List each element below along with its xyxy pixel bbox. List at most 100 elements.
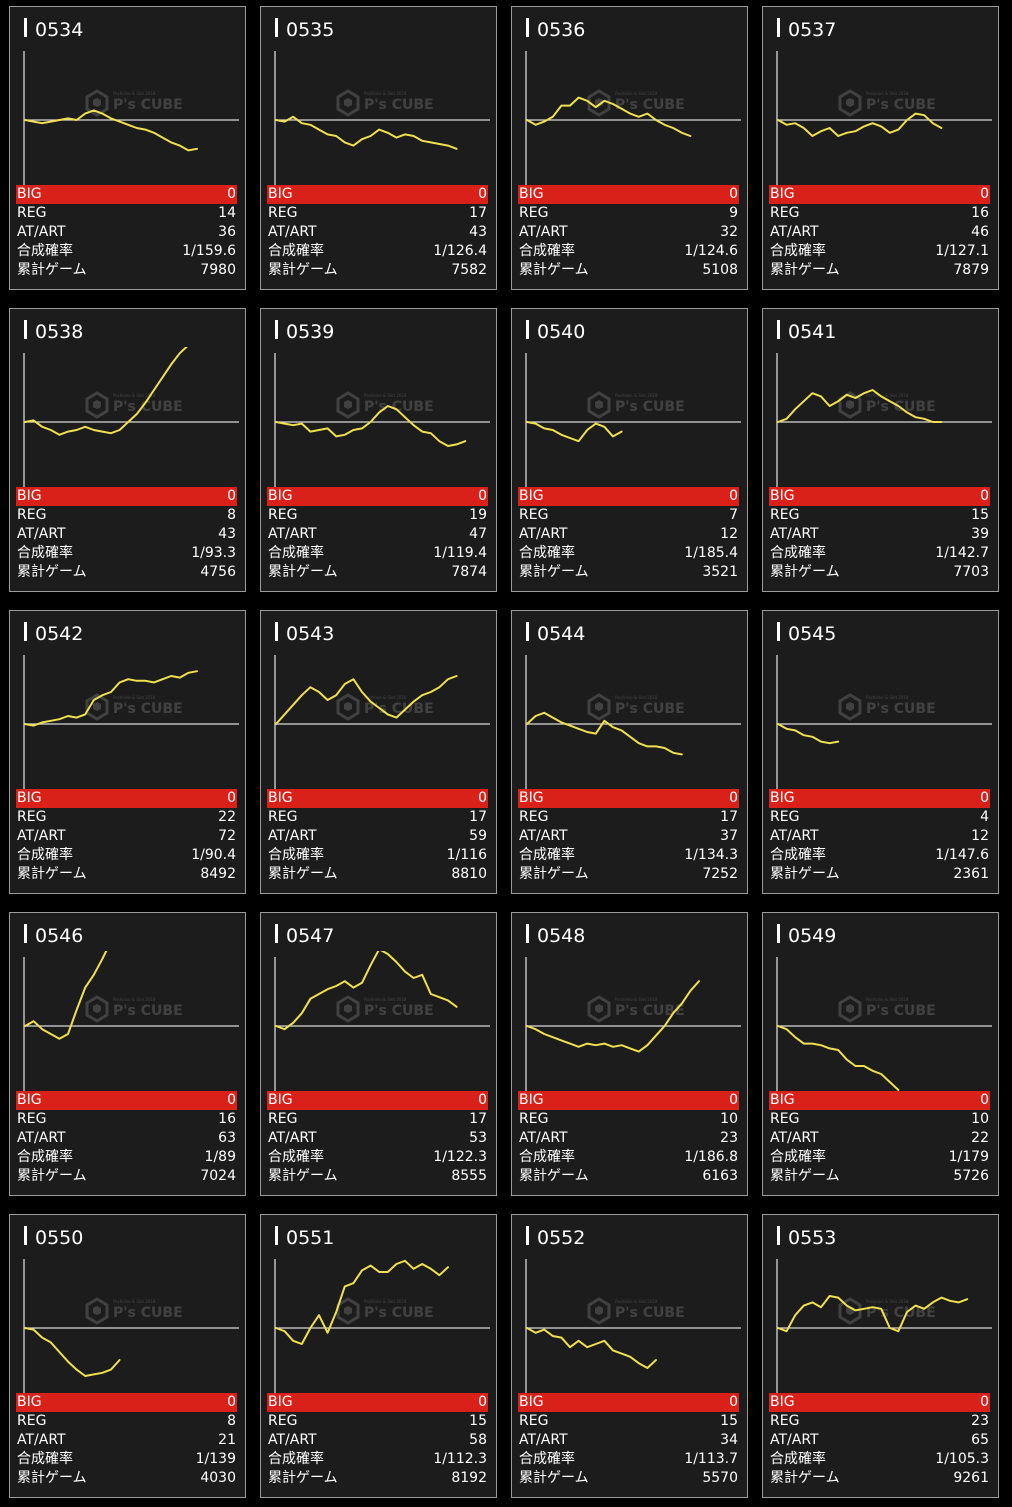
stat-label-reg: REG (770, 809, 800, 825)
cube-logo-watermark: P's CUBE Pachinko & Slot 2018 (838, 1297, 936, 1325)
watermark-brand: P's CUBE (615, 399, 685, 415)
stat-row-reg: REG 15 (267, 1412, 488, 1431)
stat-row-games: 累計ゲーム 8492 (16, 865, 237, 884)
stat-value-prob: 1/134.3 (684, 847, 738, 863)
stat-label-at: AT/ART (17, 1130, 66, 1146)
stat-value-at: 43 (469, 224, 487, 240)
stat-row-at: AT/ART 46 (769, 223, 990, 242)
machine-card-0537[interactable]: 0537 P's CUBE Pachinko & Slot 2018 BIG 0 … (762, 6, 999, 290)
cube-logo-watermark: P's CUBE Pachinko & Slot 2018 (838, 995, 936, 1023)
machine-number: 0550 (35, 1227, 84, 1249)
watermark-brand: P's CUBE (615, 1003, 685, 1019)
stat-value-games: 8555 (451, 1168, 487, 1184)
machine-card-0534[interactable]: 0534 P's CUBE Pachinko & Slot 2018 BIG 0 … (9, 6, 246, 290)
stat-label-reg: REG (770, 205, 800, 221)
watermark-brand: P's CUBE (866, 97, 936, 113)
machine-card-0544[interactable]: 0544 P's CUBE Pachinko & Slot 2018 BIG 0 … (511, 610, 748, 894)
machine-number: 0553 (788, 1227, 837, 1249)
stat-label-big: BIG (268, 790, 293, 806)
stat-value-at: 32 (720, 224, 738, 240)
machine-card-0539[interactable]: 0539 P's CUBE Pachinko & Slot 2018 BIG 0 … (260, 308, 497, 592)
machine-number: 0543 (286, 623, 335, 645)
stat-row-prob: 合成確率 1/124.6 (518, 242, 739, 261)
stat-row-prob: 合成確率 1/105.3 (769, 1450, 990, 1469)
title-accent-bar (526, 1226, 529, 1245)
title-accent-bar (24, 622, 27, 641)
cube-logo-watermark: P's CUBE Pachinko & Slot 2018 (838, 89, 936, 117)
trend-line (24, 951, 108, 1040)
stat-label-big: BIG (770, 186, 795, 202)
watermark-brand: P's CUBE (866, 1305, 936, 1321)
title-accent-bar (777, 622, 780, 641)
stat-value-big: 0 (729, 1394, 738, 1410)
machine-card-0543[interactable]: 0543 P's CUBE Pachinko & Slot 2018 BIG 0 … (260, 610, 497, 894)
title-accent-bar (24, 18, 27, 37)
machine-card-0541[interactable]: 0541 P's CUBE Pachinko & Slot 2018 BIG 0 … (762, 308, 999, 592)
stat-value-at: 63 (218, 1130, 236, 1146)
stat-row-at: AT/ART 53 (267, 1129, 488, 1148)
trend-graph: P's CUBE Pachinko & Slot 2018 (23, 347, 239, 487)
stat-label-at: AT/ART (268, 828, 317, 844)
machine-card-0536[interactable]: 0536 P's CUBE Pachinko & Slot 2018 BIG 0 … (511, 6, 748, 290)
stat-label-at: AT/ART (770, 828, 819, 844)
stat-row-reg: REG 8 (16, 1412, 237, 1431)
stat-row-big: BIG 0 (518, 1091, 739, 1110)
stat-value-reg: 14 (218, 205, 236, 221)
stat-label-at: AT/ART (268, 526, 317, 542)
machine-card-0545[interactable]: 0545 P's CUBE Pachinko & Slot 2018 BIG 0 … (762, 610, 999, 894)
stat-value-reg: 17 (720, 809, 738, 825)
card-header: 0547 (261, 913, 496, 953)
machine-card-0538[interactable]: 0538 P's CUBE Pachinko & Slot 2018 BIG 0 … (9, 308, 246, 592)
machine-card-0549[interactable]: 0549 P's CUBE Pachinko & Slot 2018 BIG 0 … (762, 912, 999, 1196)
trend-line (777, 112, 943, 137)
machine-card-0552[interactable]: 0552 P's CUBE Pachinko & Slot 2018 BIG 0 … (511, 1214, 748, 1498)
stat-label-prob: 合成確率 (268, 545, 324, 561)
stat-row-big: BIG 0 (16, 1091, 237, 1110)
stat-row-games: 累計ゲーム 7703 (769, 563, 990, 582)
stat-value-prob: 1/139 (195, 1451, 236, 1467)
trend-line (526, 711, 683, 756)
stat-row-games: 累計ゲーム 6163 (518, 1167, 739, 1186)
stat-row-prob: 合成確率 1/119.4 (267, 544, 488, 563)
machine-card-0535[interactable]: 0535 P's CUBE Pachinko & Slot 2018 BIG 0 … (260, 6, 497, 290)
stat-value-at: 37 (720, 828, 738, 844)
stat-row-at: AT/ART 58 (267, 1431, 488, 1450)
stat-row-prob: 合成確率 1/112.3 (267, 1450, 488, 1469)
machine-card-0548[interactable]: 0548 P's CUBE Pachinko & Slot 2018 BIG 0 … (511, 912, 748, 1196)
title-accent-bar (275, 924, 278, 943)
title-accent-bar (275, 1226, 278, 1245)
trend-graph: P's CUBE Pachinko & Slot 2018 (23, 1259, 239, 1393)
machine-card-0553[interactable]: 0553 P's CUBE Pachinko & Slot 2018 BIG 0 … (762, 1214, 999, 1498)
trend-graph: P's CUBE Pachinko & Slot 2018 (23, 951, 239, 1091)
watermark-brand: P's CUBE (113, 701, 183, 717)
machine-card-0550[interactable]: 0550 P's CUBE Pachinko & Slot 2018 BIG 0 … (9, 1214, 246, 1498)
stat-label-at: AT/ART (268, 1130, 317, 1146)
card-header: 0543 (261, 611, 496, 651)
watermark-brand: P's CUBE (866, 1003, 936, 1019)
stat-row-big: BIG 0 (518, 185, 739, 204)
watermark-small: Pachinko & Slot 2018 (113, 695, 156, 700)
stats-table: BIG 0 REG 23 AT/ART 65 合成確率 1/105.3 累計ゲーム 926… (769, 1393, 990, 1488)
stat-value-at: 21 (218, 1432, 236, 1448)
machine-card-0547[interactable]: 0547 P's CUBE Pachinko & Slot 2018 BIG 0 … (260, 912, 497, 1196)
watermark-brand: P's CUBE (364, 701, 434, 717)
watermark-small: Pachinko & Slot 2018 (615, 1299, 658, 1304)
watermark-brand: P's CUBE (364, 97, 434, 113)
stat-label-big: BIG (268, 488, 293, 504)
machine-card-0551[interactable]: 0551 P's CUBE Pachinko & Slot 2018 BIG 0 … (260, 1214, 497, 1498)
watermark-brand: P's CUBE (615, 701, 685, 717)
machine-card-0542[interactable]: 0542 P's CUBE Pachinko & Slot 2018 BIG 0 … (9, 610, 246, 894)
stat-label-at: AT/ART (17, 526, 66, 542)
machine-card-0540[interactable]: 0540 P's CUBE Pachinko & Slot 2018 BIG 0 … (511, 308, 748, 592)
stat-value-big: 0 (729, 790, 738, 806)
stat-row-games: 累計ゲーム 7980 (16, 261, 237, 280)
stat-row-prob: 合成確率 1/116 (267, 846, 488, 865)
stat-row-games: 累計ゲーム 8555 (267, 1167, 488, 1186)
machine-number: 0546 (35, 925, 84, 947)
stat-value-prob: 1/89 (204, 1149, 236, 1165)
stat-row-games: 累計ゲーム 9261 (769, 1469, 990, 1488)
trend-line (526, 1327, 657, 1369)
card-header: 0550 (10, 1215, 245, 1255)
machine-card-0546[interactable]: 0546 P's CUBE Pachinko & Slot 2018 BIG 0 … (9, 912, 246, 1196)
stat-value-reg: 15 (971, 507, 989, 523)
